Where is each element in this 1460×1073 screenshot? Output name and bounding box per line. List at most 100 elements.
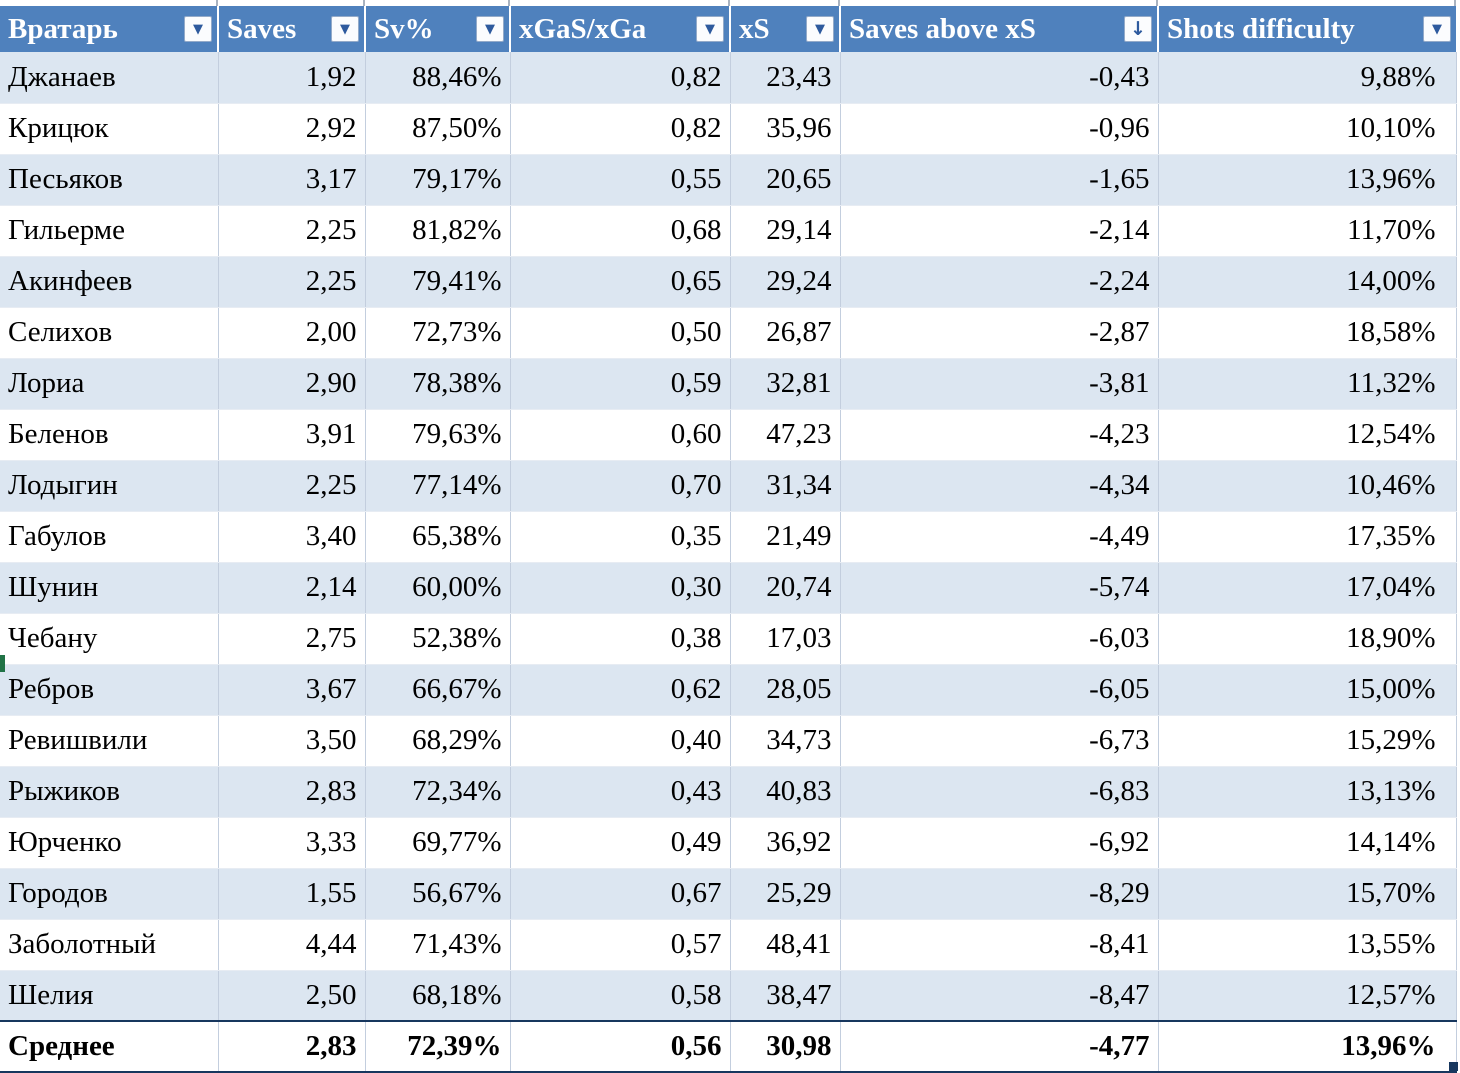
cell-shots_difficulty[interactable]: 15,00% [1158, 664, 1457, 716]
cell-goalkeeper[interactable]: Джанаев [0, 52, 219, 104]
column-header-goalkeeper[interactable]: Вратарь ▼ [0, 6, 219, 52]
cell-xgas_xga[interactable]: 0,43 [510, 766, 731, 818]
cell-shots_difficulty[interactable]: 15,29% [1158, 715, 1457, 767]
column-header-saves-above-xs[interactable]: Saves above xS ↓ [840, 6, 1159, 52]
column-header-xs[interactable]: xS ▼ [730, 6, 841, 52]
cell-xgas_xga[interactable]: 0,59 [510, 358, 731, 410]
cell-xgas_xga[interactable]: 0,38 [510, 613, 731, 665]
cell-saves[interactable]: 1,55 [218, 868, 366, 920]
cell-xgas_xga[interactable]: 0,40 [510, 715, 731, 767]
cell-xgas_xga[interactable]: 0,50 [510, 307, 731, 359]
cell-xgas_xga[interactable]: 0,58 [510, 970, 731, 1022]
cell-shots_difficulty[interactable]: 17,35% [1158, 511, 1457, 563]
cell-saves_above_xs[interactable]: -6,05 [840, 664, 1159, 716]
cell-shots_difficulty[interactable]: 14,00% [1158, 256, 1457, 308]
cell-saves[interactable]: 1,92 [218, 52, 366, 104]
filter-dropdown-button[interactable]: ▼ [1423, 16, 1451, 42]
cell-sv_pct[interactable]: 66,67% [365, 664, 511, 716]
cell-goalkeeper[interactable]: Городов [0, 868, 219, 920]
cell-goalkeeper[interactable]: Заболотный [0, 919, 219, 971]
column-header-xgas-xga[interactable]: xGaS/xGa ▼ [510, 6, 731, 52]
cell-xgas_xga[interactable]: 0,67 [510, 868, 731, 920]
cell-xgas-xga[interactable]: 0,56 [510, 1020, 731, 1073]
cell-xgas_xga[interactable]: 0,49 [510, 817, 731, 869]
cell-saves_above_xs[interactable]: -1,65 [840, 154, 1159, 206]
cell-xs[interactable]: 23,43 [730, 52, 841, 104]
cell-saves_above_xs[interactable]: -2,24 [840, 256, 1159, 308]
cell-xs[interactable]: 28,05 [730, 664, 841, 716]
cell-saves[interactable]: 2,00 [218, 307, 366, 359]
cell-sv_pct[interactable]: 78,38% [365, 358, 511, 410]
cell-xs[interactable]: 29,14 [730, 205, 841, 257]
cell-saves[interactable]: 2,25 [218, 256, 366, 308]
cell-saves_above_xs[interactable]: -5,74 [840, 562, 1159, 614]
cell-xgas_xga[interactable]: 0,70 [510, 460, 731, 512]
filter-sorted-button[interactable]: ↓ [1124, 16, 1152, 42]
cell-sv_pct[interactable]: 81,82% [365, 205, 511, 257]
cell-xgas_xga[interactable]: 0,60 [510, 409, 731, 461]
column-header-shots-difficulty[interactable]: Shots difficulty ▼ [1158, 6, 1456, 52]
cell-saves_above_xs[interactable]: -4,23 [840, 409, 1159, 461]
cell-saves_above_xs[interactable]: -6,73 [840, 715, 1159, 767]
cell-sv_pct[interactable]: 60,00% [365, 562, 511, 614]
cell-goalkeeper[interactable]: Рыжиков [0, 766, 219, 818]
cell-sv_pct[interactable]: 77,14% [365, 460, 511, 512]
cell-sv_pct[interactable]: 87,50% [365, 103, 511, 155]
cell-shots_difficulty[interactable]: 14,14% [1158, 817, 1457, 869]
cell-goalkeeper[interactable]: Акинфеев [0, 256, 219, 308]
cell-xs[interactable]: 20,65 [730, 154, 841, 206]
cell-xs[interactable]: 29,24 [730, 256, 841, 308]
cell-shots_difficulty[interactable]: 12,54% [1158, 409, 1457, 461]
cell-saves[interactable]: 3,91 [218, 409, 366, 461]
cell-xs[interactable]: 34,73 [730, 715, 841, 767]
cell-shots_difficulty[interactable]: 12,57% [1158, 970, 1457, 1022]
cell-xgas_xga[interactable]: 0,82 [510, 103, 731, 155]
cell-xs[interactable]: 25,29 [730, 868, 841, 920]
cell-shots_difficulty[interactable]: 18,58% [1158, 307, 1457, 359]
cell-saves-above-xs[interactable]: -4,77 [840, 1020, 1159, 1073]
cell-saves[interactable]: 2,14 [218, 562, 366, 614]
cell-xs[interactable]: 30,98 [730, 1020, 841, 1073]
cell-saves[interactable]: 2,90 [218, 358, 366, 410]
cell-xs[interactable]: 38,47 [730, 970, 841, 1022]
cell-saves_above_xs[interactable]: -8,41 [840, 919, 1159, 971]
cell-xgas_xga[interactable]: 0,57 [510, 919, 731, 971]
cell-shots_difficulty[interactable]: 11,32% [1158, 358, 1457, 410]
cell-saves_above_xs[interactable]: -8,29 [840, 868, 1159, 920]
selection-fill-handle[interactable] [1449, 1062, 1458, 1071]
cell-goalkeeper[interactable]: Юрченко [0, 817, 219, 869]
column-header-saves[interactable]: Saves ▼ [218, 6, 366, 52]
cell-xgas_xga[interactable]: 0,55 [510, 154, 731, 206]
cell-sv_pct[interactable]: 56,67% [365, 868, 511, 920]
cell-sv_pct[interactable]: 79,63% [365, 409, 511, 461]
filter-dropdown-button[interactable]: ▼ [476, 16, 504, 42]
cell-saves_above_xs[interactable]: -2,14 [840, 205, 1159, 257]
cell-goalkeeper[interactable]: Шунин [0, 562, 219, 614]
cell-goalkeeper[interactable]: Селихов [0, 307, 219, 359]
cell-shots_difficulty[interactable]: 13,96% [1158, 154, 1457, 206]
cell-shots_difficulty[interactable]: 17,04% [1158, 562, 1457, 614]
cell-saves_above_xs[interactable]: -2,87 [840, 307, 1159, 359]
cell-sv_pct[interactable]: 52,38% [365, 613, 511, 665]
cell-saves_above_xs[interactable]: -8,47 [840, 970, 1159, 1022]
cell-xs[interactable]: 20,74 [730, 562, 841, 614]
filter-dropdown-button[interactable]: ▼ [184, 16, 212, 42]
cell-saves[interactable]: 2,83 [218, 766, 366, 818]
cell-shots_difficulty[interactable]: 18,90% [1158, 613, 1457, 665]
cell-saves[interactable]: 2,75 [218, 613, 366, 665]
cell-xgas_xga[interactable]: 0,35 [510, 511, 731, 563]
cell-goalkeeper[interactable]: Лориа [0, 358, 219, 410]
cell-goalkeeper[interactable]: Ревишвили [0, 715, 219, 767]
cell-xgas_xga[interactable]: 0,68 [510, 205, 731, 257]
cell-goalkeeper[interactable]: Габулов [0, 511, 219, 563]
cell-goalkeeper[interactable]: Чебану [0, 613, 219, 665]
cell-saves[interactable]: 3,40 [218, 511, 366, 563]
cell-sv_pct[interactable]: 69,77% [365, 817, 511, 869]
cell-saves[interactable]: 2,25 [218, 205, 366, 257]
cell-goalkeeper[interactable]: Среднее [0, 1020, 219, 1073]
cell-xgas_xga[interactable]: 0,65 [510, 256, 731, 308]
cell-sv_pct[interactable]: 71,43% [365, 919, 511, 971]
cell-xgas_xga[interactable]: 0,82 [510, 52, 731, 104]
cell-xs[interactable]: 36,92 [730, 817, 841, 869]
cell-saves[interactable]: 3,67 [218, 664, 366, 716]
